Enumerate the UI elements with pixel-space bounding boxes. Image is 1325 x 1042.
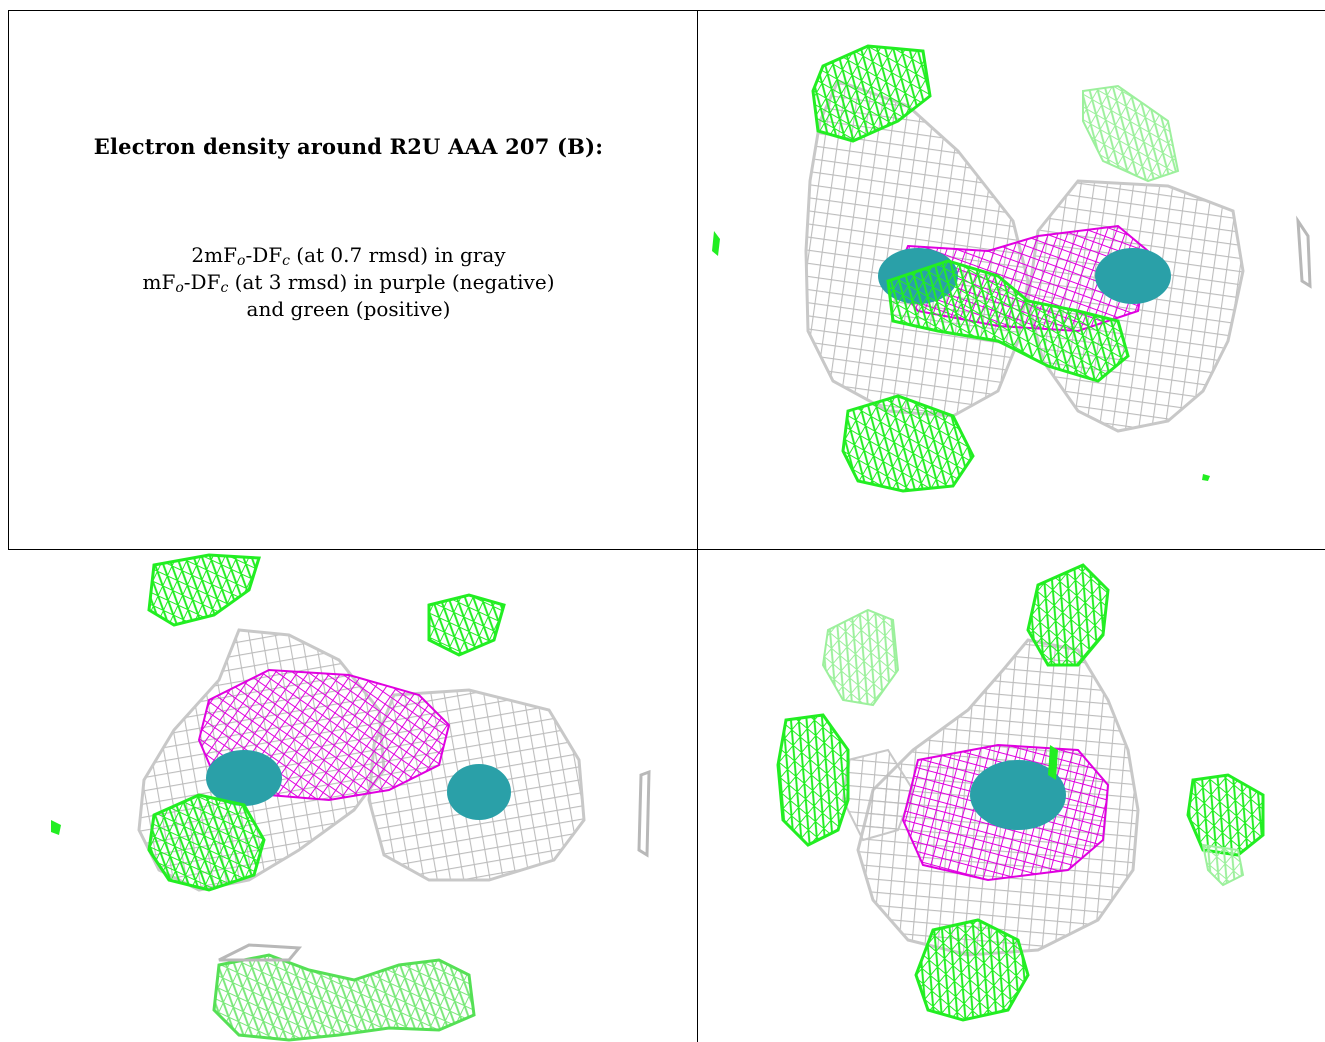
caption-cell: Electron density around R2U AAA 207 (B):… [0, 0, 697, 549]
fofc-positive-blob [147, 553, 262, 627]
2fofc-density-speck [218, 943, 303, 962]
fofc-positive-tube [212, 953, 476, 1042]
density-panel-top-right [712, 44, 1312, 493]
fofc-positive-speck [51, 820, 61, 835]
fofc-positive-blob [821, 608, 900, 707]
fofc-positive-blob [776, 713, 850, 847]
ligand [970, 760, 1066, 830]
caption-description: 2mFo-DFc (at 0.7 rmsd) in gray mFo-DFc (… [0, 242, 697, 323]
fofc-positive-speck [1048, 745, 1058, 780]
caption-title: Electron density around R2U AAA 207 (B): [93, 134, 604, 159]
density-panel-bottom-right [776, 563, 1265, 1022]
2fofc-density-speck [637, 769, 651, 858]
fofc-positive-blob [1082, 84, 1180, 183]
ligand-left [206, 750, 282, 806]
fofc-positive-blob [841, 394, 975, 493]
grid-divider-vertical [697, 10, 698, 1042]
fofc-positive-blob [427, 593, 506, 657]
caption-line-positive: and green (positive) [246, 297, 451, 321]
density-panel-bottom-left [51, 553, 651, 1042]
fofc-positive-tube [886, 259, 1130, 383]
fofc-positive-blob [914, 918, 1030, 1022]
grid-border-top [8, 10, 1325, 11]
fofc-positive-fragment [1201, 843, 1245, 887]
fofc-positive-blob [1186, 773, 1265, 857]
caption-line-fofc: mFo-DFc (at 3 rmsd) in purple (negative) [142, 270, 555, 296]
fofc-positive-speck [1202, 474, 1210, 481]
ligand-right [1095, 248, 1171, 304]
fofc-positive-blob [147, 793, 266, 892]
caption-line-2fofc: 2mFo-DFc (at 0.7 rmsd) in gray [191, 243, 506, 269]
fofc-positive-blob [1026, 563, 1110, 667]
grid-border-left [8, 10, 9, 550]
grid-divider-horizontal [8, 549, 1325, 550]
ligand-right [447, 764, 511, 820]
fofc-positive-blob [811, 44, 932, 143]
fofc-positive-speck [712, 231, 720, 256]
2fofc-density-speck [1296, 215, 1312, 289]
